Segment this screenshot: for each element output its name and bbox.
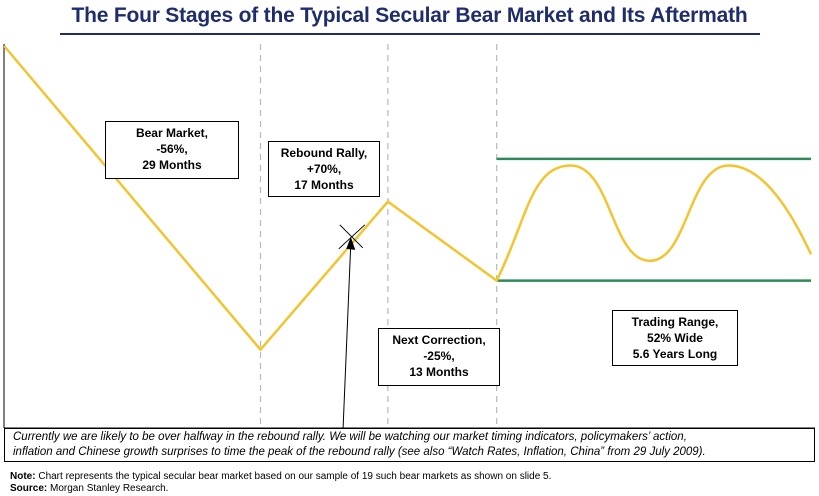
annotation-trading-range: Trading Range, 52% Wide 5.6 Years Long [612, 310, 738, 366]
annotation-line: 29 Months [142, 158, 202, 172]
footer-note: Note: Chart represents the typical secul… [10, 471, 551, 483]
annotation-line: -56%, [156, 142, 188, 156]
series-segment [386, 200, 498, 282]
note-text: Chart represents the typical secular bea… [35, 471, 552, 482]
source-label: Source: [10, 483, 48, 494]
annotation-line: 13 Months [409, 365, 469, 379]
annotation-line: 52% Wide [647, 331, 703, 345]
trading-range-oscillation [495, 164, 813, 282]
current-position-marker [339, 224, 364, 249]
annotation-line: 17 Months [294, 178, 354, 192]
annotation-line: 5.6 Years Long [632, 347, 718, 361]
chart-title: The Four Stages of the Typical Secular B… [71, 4, 748, 27]
commentary-line: Currently we are likely to be over halfw… [13, 431, 687, 443]
annotation-line: Bear Market, [135, 126, 209, 140]
series-segment [259, 200, 390, 351]
footer-source: Source: Morgan Stanley Research. [10, 483, 551, 495]
commentary-line: inflation and Chinese growth surprises t… [13, 446, 706, 458]
annotation-line: -25%, [423, 349, 455, 363]
commentary-box: Currently we are likely to be over halfw… [4, 428, 815, 462]
source-text: Morgan Stanley Research. [47, 483, 169, 494]
series-segment [3, 45, 262, 351]
footer-notes: Note: Chart represents the typical secul… [10, 471, 551, 495]
annotation-bear-market: Bear Market, -56%, 29 Months [105, 121, 239, 179]
title-underline [60, 33, 760, 35]
annotation-rebound-rally: Rebound Rally, +70%, 17 Months [268, 141, 380, 197]
pointer-arrowhead [346, 236, 356, 250]
annotation-line: +70%, [306, 162, 342, 176]
annotation-next-correction: Next Correction, -25%, 13 Months [378, 328, 500, 386]
note-label: Note: [10, 471, 36, 482]
pointer-line [342, 243, 352, 431]
annotation-line: Next Correction, [392, 333, 486, 347]
annotation-line: Rebound Rally, [280, 146, 368, 160]
annotation-line: Trading Range, [631, 315, 719, 329]
